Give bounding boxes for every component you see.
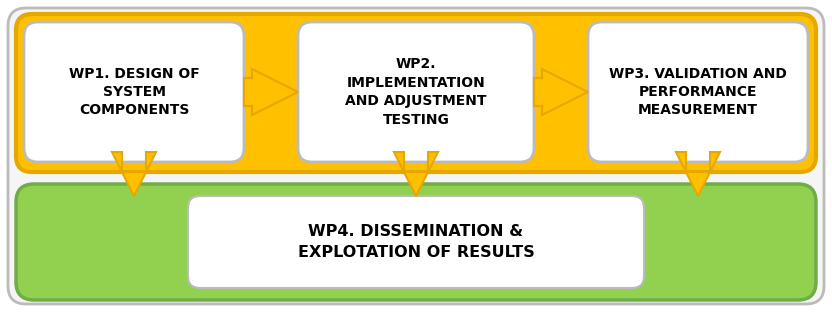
FancyBboxPatch shape <box>8 8 824 304</box>
FancyBboxPatch shape <box>16 14 816 172</box>
Polygon shape <box>112 152 156 196</box>
FancyBboxPatch shape <box>188 196 644 288</box>
FancyBboxPatch shape <box>298 22 534 162</box>
FancyBboxPatch shape <box>16 184 816 300</box>
Text: WP2.
IMPLEMENTATION
AND ADJUSTMENT
TESTING: WP2. IMPLEMENTATION AND ADJUSTMENT TESTI… <box>345 57 487 127</box>
Text: WP4. DISSEMINATION &
EXPLOTATION OF RESULTS: WP4. DISSEMINATION & EXPLOTATION OF RESU… <box>298 224 534 260</box>
FancyBboxPatch shape <box>588 22 808 162</box>
Polygon shape <box>676 152 720 196</box>
Text: WP3. VALIDATION AND
PERFORMANCE
MEASUREMENT: WP3. VALIDATION AND PERFORMANCE MEASUREM… <box>609 66 787 117</box>
Polygon shape <box>244 69 298 115</box>
Polygon shape <box>534 69 588 115</box>
Polygon shape <box>394 152 438 196</box>
FancyBboxPatch shape <box>24 22 244 162</box>
Text: WP1. DESIGN OF
SYSTEM
COMPONENTS: WP1. DESIGN OF SYSTEM COMPONENTS <box>68 66 200 117</box>
